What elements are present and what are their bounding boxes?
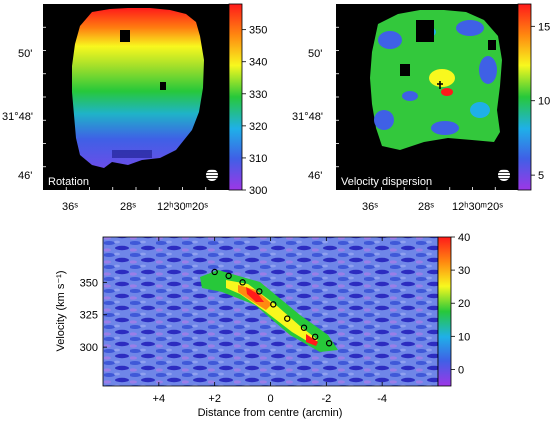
rotation-dec-tick: 31°48' <box>2 111 33 123</box>
rotation-dec-tick: 50' <box>18 48 32 60</box>
rotation-colorbar <box>228 3 243 191</box>
pv-point <box>239 279 246 286</box>
pv-x-tick: +2 <box>208 393 221 405</box>
pv-x-tick: -2 <box>321 393 331 405</box>
pv-colorbar-tick: 20 <box>458 298 470 310</box>
rotation-ra-tick: 12ʰ30ᵐ20ˢ <box>157 201 208 213</box>
rotation-map <box>72 8 204 168</box>
pv-point <box>211 268 218 276</box>
pv-point <box>325 340 333 347</box>
dispersion-ra-tick: 28ˢ <box>418 201 434 213</box>
pv-point <box>225 272 232 280</box>
pv-point <box>300 324 308 331</box>
rotation-colorbar-tick: 320 <box>249 121 267 133</box>
dispersion-dec-tick: 31°48' <box>292 111 323 123</box>
pv-point <box>270 301 277 308</box>
pv-ylabel: Velocity (km s⁻¹) <box>55 271 67 352</box>
rotation-panel: Rotation 350 340 330 320 310 300 50' 31°48' 4… <box>2 3 267 213</box>
pv-point <box>256 288 263 295</box>
pv-x-tick: 0 <box>267 393 273 405</box>
dispersion-ra-tick: 36ˢ <box>362 201 378 213</box>
pv-colorbar-tick: 30 <box>458 265 470 277</box>
beam-icon <box>498 169 510 181</box>
pv-point <box>311 333 319 340</box>
beam-icon <box>206 169 218 181</box>
dispersion-dec-tick: 46' <box>308 170 322 182</box>
dispersion-colorbar-tick: 10 <box>538 96 550 108</box>
pv-colorbar <box>437 236 452 387</box>
rotation-label: Rotation <box>48 176 89 188</box>
pv-axis-ticks: +4 +2 0 -2 -4 350 325 300 <box>80 237 387 405</box>
rotation-dec-tick: 46' <box>18 170 32 182</box>
pv-colorbar-tick: 40 <box>458 232 470 244</box>
dispersion-dec-tick: 50' <box>308 48 322 60</box>
pv-point <box>284 315 291 322</box>
rotation-colorbar-tick: 350 <box>249 25 267 37</box>
pv-panel: +4 +2 0 -2 -4 350 325 300 40 30 20 10 0 Distance fr… <box>55 232 470 419</box>
dispersion-colorbar-tick: 15 <box>538 21 550 33</box>
dispersion-peak <box>429 69 455 87</box>
rotation-colorbar-tick: 340 <box>249 57 267 69</box>
pv-colorbar-tick: 0 <box>458 364 464 376</box>
pv-y-tick: 350 <box>80 277 98 289</box>
pv-emission <box>200 270 338 352</box>
pv-y-tick: 300 <box>80 342 98 354</box>
dispersion-colorbar-ticks: 15 10 5 <box>531 21 550 182</box>
rotation-colorbar-tick: 310 <box>249 153 267 165</box>
rotation-ra-tick: 28ˢ <box>120 201 136 213</box>
pv-x-tick: +4 <box>153 393 166 405</box>
dispersion-panel: Velocity dispersion 15 10 5 50' 31°48' 46'… <box>292 3 550 213</box>
pv-colorbar-tick: 10 <box>458 331 470 343</box>
rotation-colorbar-ticks: 350 340 330 320 310 300 <box>242 25 267 197</box>
dispersion-colorbar <box>517 3 532 191</box>
pv-x-tick: -4 <box>377 393 387 405</box>
pv-colorbar-ticks: 40 30 20 10 0 <box>451 232 470 376</box>
dispersion-label: Velocity dispersion <box>341 176 432 188</box>
dispersion-ra-tick: 12ʰ30ᵐ20ˢ <box>452 201 503 213</box>
rotation-colorbar-tick: 300 <box>249 185 267 197</box>
rotation-ra-tick: 36ˢ <box>62 201 78 213</box>
pv-y-tick: 325 <box>80 310 98 322</box>
rotation-colorbar-tick: 330 <box>249 89 267 101</box>
pv-data-points <box>211 268 333 347</box>
pv-xlabel: Distance from centre (arcmin) <box>198 407 343 419</box>
dispersion-colorbar-tick: 5 <box>538 170 544 182</box>
